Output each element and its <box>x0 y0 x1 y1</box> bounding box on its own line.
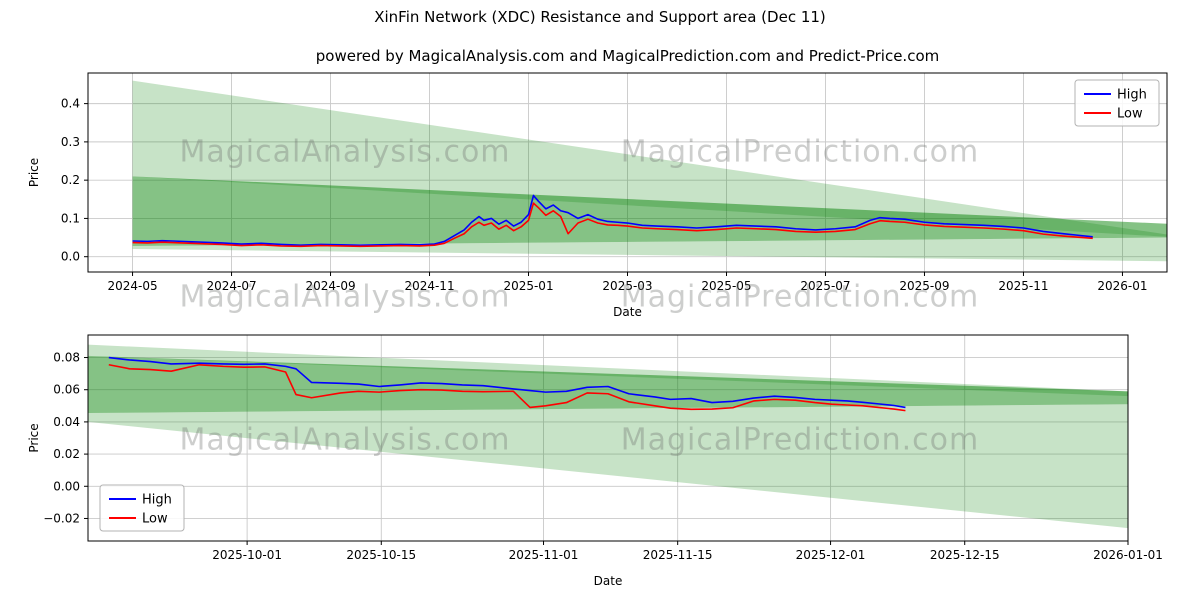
svg-text:Date: Date <box>594 574 623 588</box>
chart-subtitle: powered by MagicalAnalysis.com and Magic… <box>315 47 940 65</box>
svg-text:2026-01-01: 2026-01-01 <box>1093 548 1163 562</box>
svg-text:0.08: 0.08 <box>53 351 80 365</box>
svg-text:Price: Price <box>27 423 41 452</box>
svg-text:2025-12-01: 2025-12-01 <box>796 548 866 562</box>
svg-text:0.2: 0.2 <box>61 173 80 187</box>
svg-text:2024-05: 2024-05 <box>107 279 157 293</box>
svg-text:2025-11-15: 2025-11-15 <box>643 548 713 562</box>
svg-text:0.00: 0.00 <box>53 479 80 493</box>
svg-text:2025-05: 2025-05 <box>701 279 751 293</box>
svg-text:2025-10-15: 2025-10-15 <box>346 548 416 562</box>
svg-text:0.04: 0.04 <box>53 415 80 429</box>
svg-text:0.3: 0.3 <box>61 135 80 149</box>
svg-text:High: High <box>142 493 172 508</box>
svg-text:Low: Low <box>1117 107 1143 122</box>
svg-text:2025-11-01: 2025-11-01 <box>509 548 579 562</box>
svg-text:2025-10-01: 2025-10-01 <box>212 548 282 562</box>
svg-text:2024-11: 2024-11 <box>404 279 454 293</box>
svg-text:0.4: 0.4 <box>61 97 80 111</box>
svg-text:2025-09: 2025-09 <box>899 279 949 293</box>
svg-text:2025-11: 2025-11 <box>998 279 1048 293</box>
svg-text:Date: Date <box>613 305 642 319</box>
svg-text:High: High <box>1117 88 1147 103</box>
svg-text:2024-09: 2024-09 <box>305 279 355 293</box>
svg-text:Low: Low <box>142 512 168 527</box>
page-title: XinFin Network (XDC) Resistance and Supp… <box>374 8 826 26</box>
svg-text:2024-07: 2024-07 <box>206 279 256 293</box>
svg-text:−0.02: −0.02 <box>43 511 80 525</box>
svg-text:2025-01: 2025-01 <box>503 279 553 293</box>
svg-text:0.02: 0.02 <box>53 447 80 461</box>
svg-text:0.06: 0.06 <box>53 383 80 397</box>
svg-text:2025-03: 2025-03 <box>602 279 652 293</box>
svg-text:2025-12-15: 2025-12-15 <box>930 548 1000 562</box>
svg-text:0.1: 0.1 <box>61 211 80 225</box>
svg-text:0.0: 0.0 <box>61 250 80 264</box>
svg-text:2025-07: 2025-07 <box>800 279 850 293</box>
svg-text:Price: Price <box>27 158 41 187</box>
svg-text:2026-01: 2026-01 <box>1097 279 1147 293</box>
